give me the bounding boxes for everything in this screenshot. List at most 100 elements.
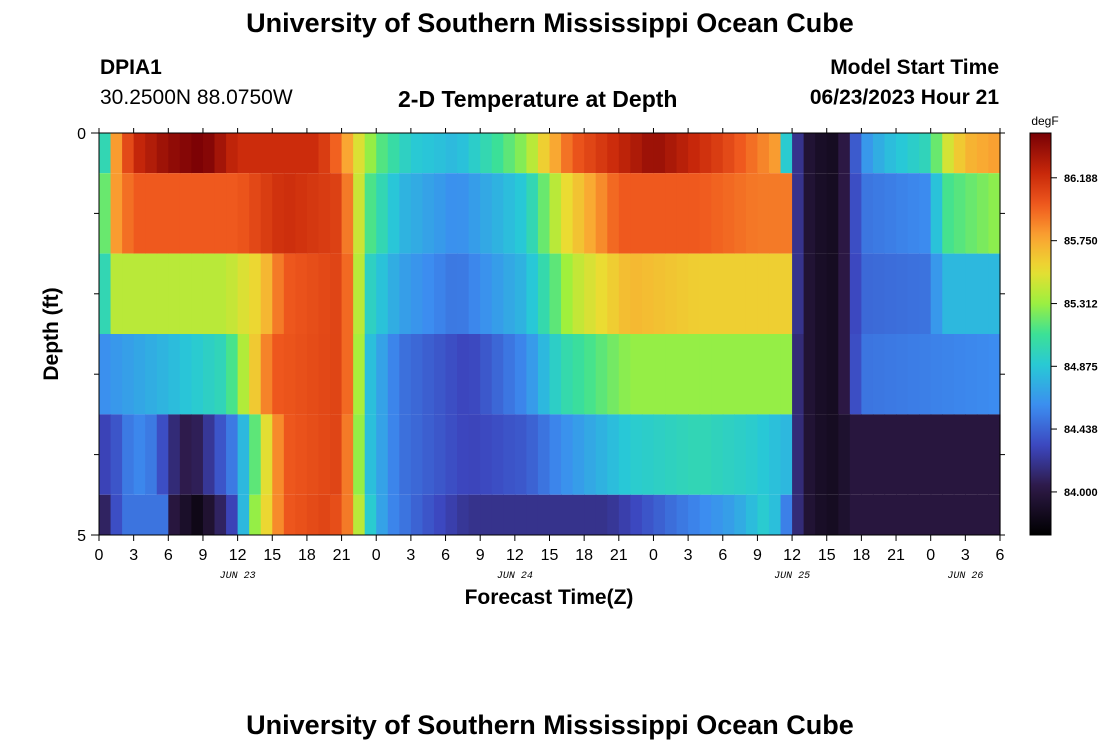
heatmap-cell bbox=[930, 414, 943, 495]
heatmap-cell bbox=[306, 334, 320, 415]
heatmap-cell bbox=[399, 494, 412, 535]
heatmap-cell bbox=[722, 494, 735, 535]
heatmap-cell bbox=[168, 133, 181, 174]
heatmap-cell bbox=[133, 173, 146, 254]
heatmap-cell bbox=[711, 414, 724, 495]
x-tick-label: 15 bbox=[263, 547, 281, 564]
heatmap-cell bbox=[249, 494, 262, 535]
x-tick-label: 0 bbox=[95, 547, 104, 564]
heatmap-cell bbox=[503, 494, 516, 535]
heatmap-cell bbox=[376, 133, 389, 174]
heatmap-cell bbox=[561, 334, 574, 415]
heatmap-cell bbox=[179, 173, 193, 254]
heatmap-cell bbox=[214, 253, 227, 334]
heatmap-cell bbox=[584, 494, 597, 535]
heatmap-cell bbox=[399, 253, 412, 334]
heatmap-cell bbox=[572, 133, 585, 174]
heatmap-cell bbox=[942, 253, 955, 334]
heatmap-cell bbox=[930, 494, 943, 535]
heatmap-cell bbox=[249, 334, 262, 415]
heatmap-cell bbox=[699, 334, 712, 415]
heatmap-cell bbox=[237, 414, 250, 495]
heatmap-cell bbox=[618, 133, 631, 174]
heatmap-cell bbox=[653, 253, 666, 334]
heatmap-cell bbox=[422, 133, 435, 174]
heatmap-cell bbox=[561, 133, 574, 174]
x-tick-label: 9 bbox=[199, 547, 208, 564]
x-axis-label: Forecast Time(Z) bbox=[465, 586, 634, 609]
heatmap-cell bbox=[445, 133, 458, 174]
heatmap-cell bbox=[953, 494, 966, 535]
heatmap-cell bbox=[122, 414, 135, 495]
heatmap-cell bbox=[630, 133, 643, 174]
heatmap-cell bbox=[630, 494, 643, 535]
heatmap-cell bbox=[514, 334, 527, 415]
heatmap-cell bbox=[156, 173, 169, 254]
heatmap-cell bbox=[965, 133, 978, 174]
heatmap-cell bbox=[711, 494, 724, 535]
heatmap-cell bbox=[202, 414, 216, 495]
heatmap-cell bbox=[549, 334, 562, 415]
heatmap-cell bbox=[734, 494, 747, 535]
heatmap-cell bbox=[722, 253, 735, 334]
heatmap-cell bbox=[549, 173, 562, 254]
heatmap-cell bbox=[780, 334, 793, 415]
heatmap-cell bbox=[676, 253, 689, 334]
heatmap-cell bbox=[110, 253, 123, 334]
heatmap-cell bbox=[549, 253, 562, 334]
footer-title: University of Southern Mississippi Ocean… bbox=[246, 710, 854, 740]
heatmap-cell bbox=[815, 414, 828, 495]
heatmap-cell bbox=[896, 173, 909, 254]
x-tick-label: 12 bbox=[506, 547, 524, 564]
heatmap-cell bbox=[110, 414, 123, 495]
heatmap-cell bbox=[792, 494, 805, 535]
heatmap-cell bbox=[884, 173, 897, 254]
heatmap-cell bbox=[965, 173, 978, 254]
heatmap-cell bbox=[976, 494, 990, 535]
heatmap-cell bbox=[133, 334, 146, 415]
heatmap-cell bbox=[341, 173, 354, 254]
heatmap-cell bbox=[838, 133, 851, 174]
heatmap-cell bbox=[214, 334, 227, 415]
heatmap-cell bbox=[491, 414, 504, 495]
heatmap-cell bbox=[133, 494, 146, 535]
heatmap-cell bbox=[861, 494, 874, 535]
heatmap-cell bbox=[283, 414, 296, 495]
heatmap-cell bbox=[665, 414, 678, 495]
heatmap-cell bbox=[318, 133, 331, 174]
heatmap-cell bbox=[757, 253, 770, 334]
heatmap-cell bbox=[745, 173, 759, 254]
heatmap-cell bbox=[410, 334, 424, 415]
y-axis: 05 bbox=[77, 126, 1005, 545]
heatmap-cell bbox=[734, 253, 747, 334]
x-tick-label: 21 bbox=[887, 547, 905, 564]
heatmap-cell bbox=[907, 414, 920, 495]
heatmap-cell bbox=[653, 414, 666, 495]
heatmap-cell bbox=[306, 494, 320, 535]
heatmap-cell bbox=[745, 494, 759, 535]
heatmap-cell bbox=[249, 173, 262, 254]
heatmap-cell bbox=[688, 133, 701, 174]
x-axis: 0 3 6 9 12 15 18 21 0 3 6 9 12 15 18 21 0 3 6 9 12 15 18 21 0 3 6 J… bbox=[95, 128, 1005, 582]
heatmap-cell bbox=[433, 133, 447, 174]
heatmap-cell bbox=[988, 494, 1001, 535]
heatmap-cell bbox=[191, 253, 204, 334]
heatmap-cell bbox=[826, 334, 839, 415]
heatmap-cell bbox=[353, 253, 366, 334]
heatmap-cell bbox=[260, 494, 273, 535]
heatmap-cell bbox=[387, 173, 400, 254]
heatmap-cell bbox=[838, 414, 851, 495]
heatmap-cell bbox=[595, 334, 608, 415]
heatmap-cell bbox=[907, 253, 920, 334]
heatmap-cell bbox=[179, 494, 193, 535]
colorbar-tick-label: 85.750 bbox=[1064, 236, 1098, 248]
heatmap-cell bbox=[734, 133, 747, 174]
heatmap-cell bbox=[122, 133, 135, 174]
heatmap-cell bbox=[641, 334, 655, 415]
colorbar-tick-label: 84.438 bbox=[1064, 424, 1098, 436]
heatmap-cell bbox=[145, 253, 158, 334]
heatmap-cell bbox=[341, 494, 354, 535]
heatmap-cell bbox=[792, 334, 805, 415]
heatmap-cell bbox=[930, 253, 943, 334]
heatmap-cell bbox=[387, 414, 400, 495]
